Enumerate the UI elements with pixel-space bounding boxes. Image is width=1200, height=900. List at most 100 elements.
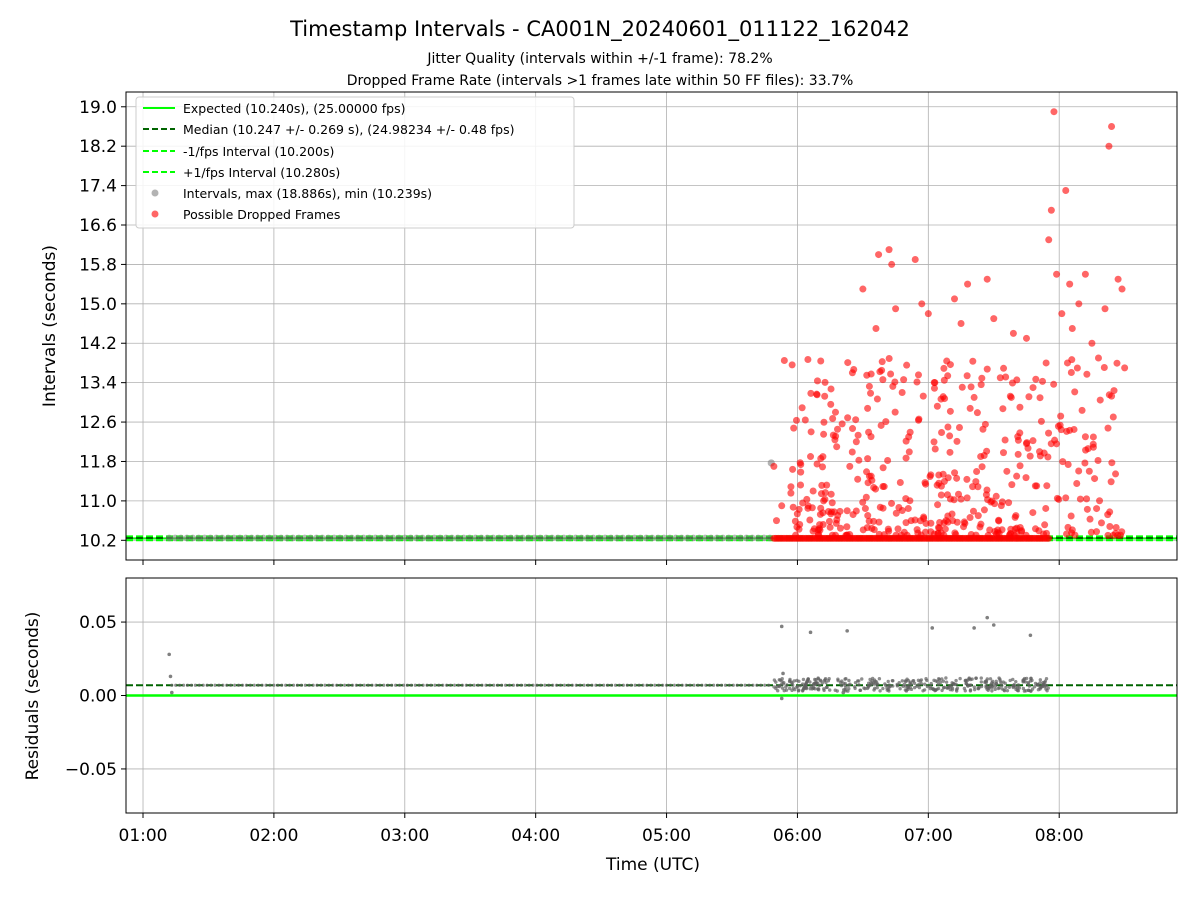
dropped-frame-point [894, 525, 902, 533]
residual-point [551, 683, 555, 687]
residual-point [496, 683, 500, 687]
residual-point [962, 686, 967, 691]
interval-point [448, 534, 456, 542]
dropped-frame-point [863, 371, 871, 379]
dropped-frame-point [828, 499, 836, 507]
dropped-frame-point [976, 523, 984, 531]
residual-point [299, 683, 303, 687]
residual-point [816, 677, 821, 681]
dropped-frame-point [1101, 305, 1109, 313]
residual-point [284, 683, 288, 687]
dropped-frame-point [879, 483, 887, 491]
residual-point [990, 681, 994, 685]
residual-point [886, 679, 890, 684]
residual-point [979, 680, 984, 684]
residual-point [772, 678, 777, 682]
dropped-frame-point [992, 492, 1000, 500]
x-tick-label: 07:00 [904, 826, 953, 846]
dropped-frame-point [807, 453, 815, 461]
top-y-tick-label: 17.4 [79, 177, 117, 197]
dropped-frame-point [930, 530, 938, 538]
dropped-frame-point [878, 358, 886, 366]
interval-point [548, 534, 556, 542]
dropped-frame-point [875, 518, 883, 526]
dropped-frame-point [862, 493, 870, 501]
dropped-frame-point [870, 484, 878, 492]
residual-point [425, 683, 429, 687]
residual-point [930, 626, 935, 630]
dropped-frame-point [900, 376, 908, 384]
dropped-frame-point [996, 374, 1004, 382]
residual-point [812, 683, 816, 687]
dropped-frame-point [904, 505, 912, 513]
residual-point [833, 688, 837, 692]
residual-point [500, 683, 504, 687]
residual-point [566, 683, 570, 687]
bottom-y-axis-label: Residuals (seconds) [23, 612, 43, 781]
residual-point [772, 685, 776, 689]
dropped-frame-point [1006, 392, 1014, 400]
dropped-frame-point [888, 499, 896, 507]
residual-point [944, 676, 948, 680]
dropped-frame-point [825, 517, 833, 525]
interval-point [619, 534, 627, 542]
residual-point [1041, 680, 1045, 685]
residual-point [945, 686, 950, 690]
interval-point [224, 534, 232, 542]
residual-point [747, 683, 751, 687]
residual-point [779, 696, 784, 701]
residual-point [878, 689, 882, 693]
residual-point [925, 678, 929, 683]
residual-point [468, 683, 472, 687]
residual-point [472, 683, 476, 687]
residual-point [335, 683, 339, 687]
interval-point [307, 534, 314, 542]
dropped-frame-point [1113, 359, 1121, 367]
residual-point [958, 676, 962, 681]
interval-point [236, 534, 244, 542]
interval-point [566, 534, 573, 542]
residual-point [307, 683, 311, 687]
dropped-frame-point [873, 395, 881, 403]
residual-point [252, 683, 256, 687]
residual-point [875, 686, 879, 690]
dropped-frame-point [1064, 523, 1072, 531]
dropped-frame-point [1031, 525, 1039, 533]
residual-point [401, 683, 406, 687]
dropped-frame-point [1083, 495, 1091, 503]
residual-point [657, 683, 661, 687]
dropped-frame-point [787, 489, 795, 497]
dropped-frame-point [994, 526, 1002, 534]
residual-point [629, 683, 633, 687]
residual-point [586, 683, 590, 687]
dropped-frame-point [892, 305, 900, 313]
dropped-frame-point [914, 371, 922, 379]
dropped-frame-point [827, 400, 835, 408]
residual-point [708, 683, 712, 687]
dropped-frame-point [872, 324, 880, 332]
residual-point [476, 683, 480, 687]
dropped-frame-point [1022, 334, 1030, 342]
residual-point [843, 683, 847, 687]
residual-point [448, 683, 453, 687]
residual-point [1027, 688, 1031, 693]
residual-point [221, 683, 225, 687]
residual-point [1016, 689, 1021, 693]
dropped-frame-point [924, 310, 932, 318]
dropped-frame-point [892, 531, 900, 539]
residual-point [712, 683, 716, 687]
dropped-frame-point [1001, 436, 1009, 444]
interval-point [478, 534, 485, 542]
dropped-frame-point [1053, 494, 1061, 502]
dropped-frame-point [934, 501, 942, 509]
interval-point [171, 534, 179, 542]
top-y-tick-label: 12.6 [79, 413, 117, 433]
residual-point [409, 683, 413, 687]
dropped-frame-point [1042, 504, 1050, 512]
interval-point [425, 534, 432, 542]
dropped-frame-point [1075, 300, 1083, 308]
dropped-frame-point [911, 255, 919, 263]
residual-point [858, 688, 863, 693]
dropped-frame-point [843, 507, 851, 515]
dropped-frame-point [1104, 511, 1112, 519]
